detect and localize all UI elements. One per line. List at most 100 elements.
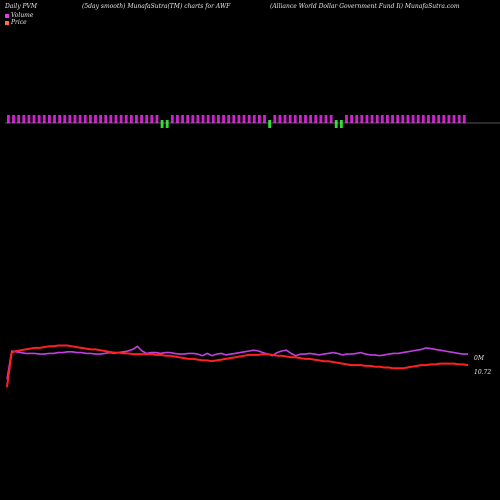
legend: Volume Price <box>5 12 33 26</box>
volume-bar <box>462 115 466 123</box>
volume-bar <box>129 115 133 123</box>
volume-bar <box>94 115 97 123</box>
volume-bar <box>293 115 297 123</box>
chart-title: (5day smooth) MunafaSutra(TM) charts for… <box>82 3 231 10</box>
volume-bar <box>278 115 282 123</box>
volume-bar <box>170 115 174 123</box>
volume-swatch <box>5 13 9 18</box>
volume-bar <box>375 115 379 123</box>
volume-bar <box>104 115 108 123</box>
volume-bar <box>319 115 323 123</box>
volume-bar <box>47 115 51 123</box>
volume-bar <box>298 115 302 123</box>
volume-bar <box>150 115 154 123</box>
volume-bar <box>268 120 272 128</box>
fund-name: (Alliance World Dollar Government Fund I… <box>270 3 460 10</box>
volume-bar <box>452 115 456 123</box>
chart-label-left: Daily PVM <box>5 3 38 10</box>
volume-bar <box>73 115 77 123</box>
volume-bar <box>421 115 425 123</box>
volume-bar <box>242 115 246 123</box>
volume-bar <box>37 115 41 123</box>
volume-bar <box>257 115 261 123</box>
volume-bar <box>288 115 292 123</box>
volume-bar <box>360 115 364 123</box>
volume-bar <box>201 115 205 123</box>
volume-bar <box>227 115 231 123</box>
volume-bar <box>27 115 31 123</box>
volume-bar <box>437 115 441 123</box>
volume-bar <box>247 115 251 123</box>
volume-bar <box>432 115 435 123</box>
volume-bar <box>124 115 128 123</box>
volume-bar <box>365 115 369 123</box>
volume-bar <box>17 115 21 123</box>
volume-bar <box>339 120 343 128</box>
volume-bar <box>58 115 62 123</box>
volume-bar <box>42 115 46 123</box>
volume-bar <box>83 115 87 123</box>
volume-bar <box>196 115 200 123</box>
legend-item-price: Price <box>5 19 33 26</box>
volume-bar <box>217 115 220 123</box>
volume-bars <box>7 115 466 128</box>
volume-bar <box>396 115 400 123</box>
volume-bar <box>12 115 15 123</box>
volume-bar <box>53 115 56 123</box>
volume-bar <box>263 115 266 123</box>
volume-bar <box>186 115 190 123</box>
volume-bar <box>411 115 415 123</box>
volume-bar <box>273 115 277 123</box>
volume-bar <box>355 115 359 123</box>
volume-bar <box>32 115 36 123</box>
volume-bar <box>119 115 123 123</box>
volume-bar <box>391 115 394 123</box>
volume-bar <box>406 115 410 123</box>
volume-bar <box>370 115 374 123</box>
volume-bar <box>88 115 92 123</box>
volume-bar <box>386 115 389 123</box>
volume-bar <box>78 115 82 123</box>
volume-bar <box>237 115 241 123</box>
volume-bar <box>7 115 10 123</box>
volume-bar <box>401 115 405 123</box>
volume-last-label: 0M <box>474 355 484 362</box>
legend-label-price: Price <box>11 19 27 26</box>
volume-bar <box>191 115 195 123</box>
volume-bar <box>345 115 348 123</box>
legend-label-volume: Volume <box>11 12 34 19</box>
volume-bar <box>442 115 446 123</box>
volume-bar <box>457 115 461 123</box>
series-line-price <box>6 344 469 388</box>
volume-bar <box>135 115 138 123</box>
volume-bar <box>304 115 307 123</box>
volume-bar <box>181 115 184 123</box>
price-last-label: 10.72 <box>474 369 492 376</box>
volume-bar <box>176 115 179 123</box>
volume-bar <box>22 115 26 123</box>
volume-bar <box>324 115 328 123</box>
volume-bar <box>99 115 103 123</box>
volume-bar <box>222 115 225 123</box>
volume-bar <box>145 115 149 123</box>
volume-bar <box>350 115 354 123</box>
volume-bar <box>109 115 113 123</box>
series-lines <box>6 344 469 388</box>
price-swatch <box>5 20 9 25</box>
volume-bar <box>447 115 451 123</box>
volume-bar <box>283 115 287 123</box>
volume-bar <box>252 115 256 123</box>
volume-bar <box>314 115 318 123</box>
volume-bar <box>309 115 313 123</box>
volume-bar <box>232 115 236 123</box>
volume-bar <box>380 115 384 123</box>
series-line-volume <box>6 345 468 380</box>
volume-bar <box>334 120 338 128</box>
volume-bar <box>211 115 215 123</box>
volume-bar <box>427 115 430 123</box>
volume-bar <box>63 115 67 123</box>
volume-bar <box>329 115 333 123</box>
volume-bar <box>165 120 169 128</box>
volume-bar <box>206 115 210 123</box>
